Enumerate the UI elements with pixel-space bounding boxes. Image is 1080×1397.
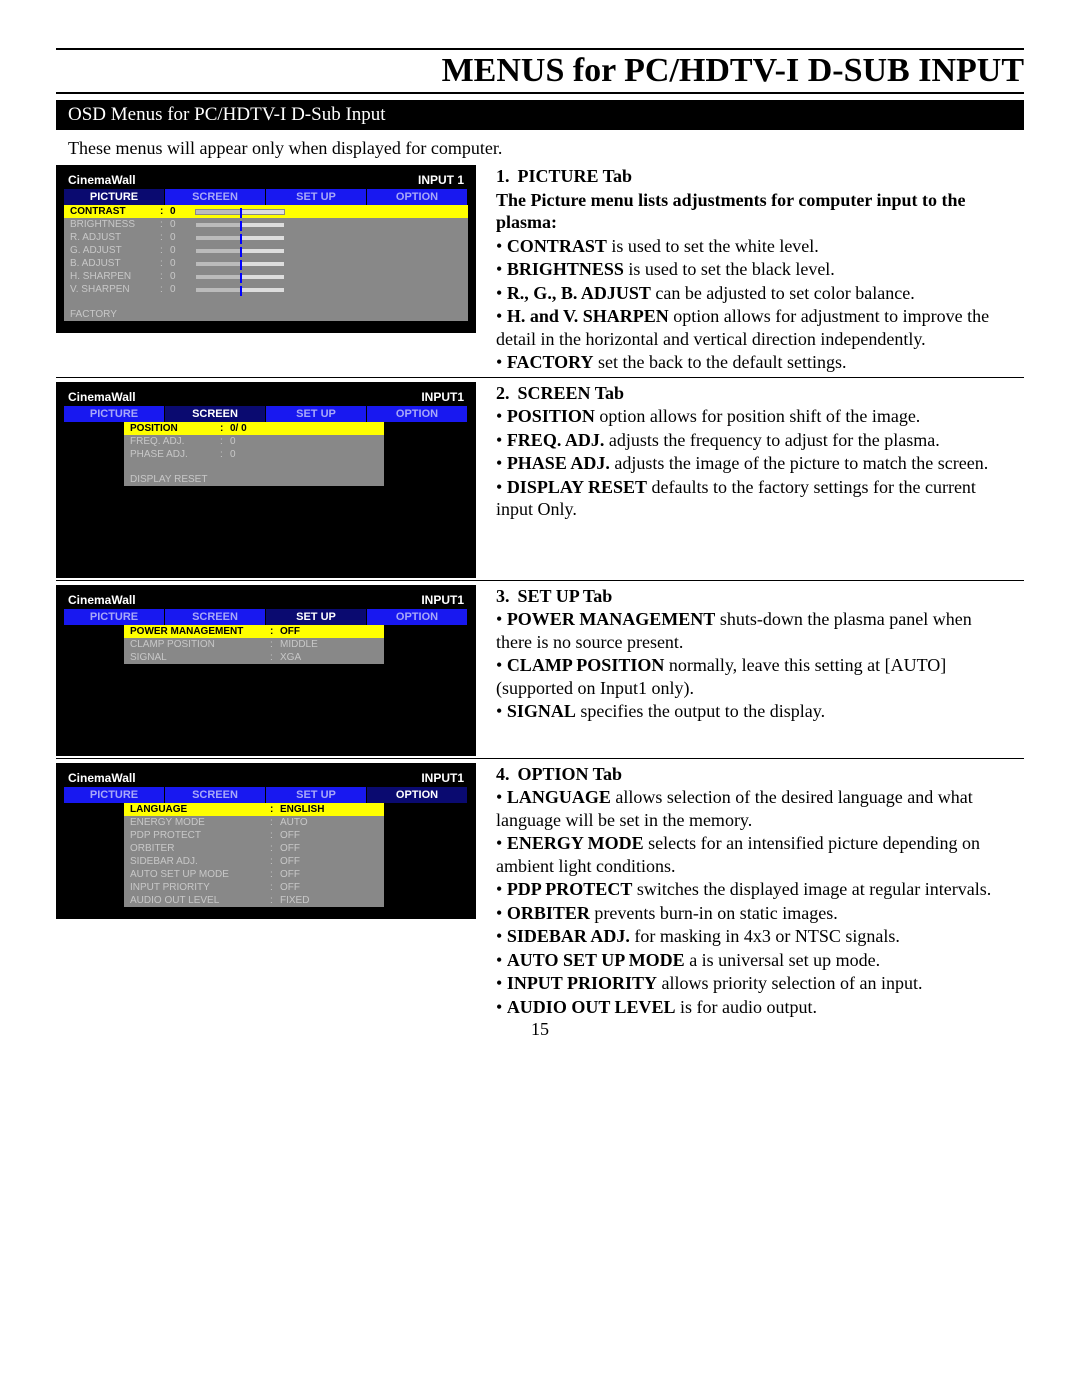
section-heading: SCREEN Tab [518,383,625,403]
bullet-item: • CONTRAST is used to set the white leve… [496,235,1006,258]
osd-item[interactable]: LANGUAGE:ENGLISH [124,803,384,816]
osd-item[interactable]: POWER MANAGEMENT:OFF [124,625,384,638]
osd-item[interactable]: BRIGHTNESS:0 [64,218,468,231]
osd-item[interactable]: R. ADJUST:0 [64,231,468,244]
section-number: 2. [496,383,510,403]
bullet-item: • PDP PROTECT switches the displayed ima… [496,878,1006,901]
section-number: 3. [496,586,510,606]
osd-item[interactable]: CLAMP POSITION:MIDDLE [124,638,384,651]
bullet-item: • POWER MANAGEMENT shuts-down the plasma… [496,608,1006,653]
bullet-item: • PHASE ADJ. adjusts the image of the pi… [496,452,1006,475]
osd-item[interactable]: B. ADJUST:0 [64,257,468,270]
bullet-item: • SIGNAL specifies the output to the dis… [496,700,1006,723]
osd-item[interactable]: ORBITER:OFF [124,842,384,855]
osd-input-label: INPUT1 [421,593,464,607]
osd-footer-item[interactable]: DISPLAY RESET [124,473,384,486]
intro-text: These menus will appear only when displa… [68,138,1024,159]
osd-input-label: INPUT 1 [418,173,464,187]
bullet-item: • DISPLAY RESET defaults to the factory … [496,476,1006,521]
tab-option[interactable]: OPTION [367,609,468,625]
slider[interactable] [195,274,285,280]
bullet-item: • INPUT PRIORITY allows priority selecti… [496,972,1006,995]
section-heading: PICTURE Tab [518,166,633,186]
tab-screen[interactable]: SCREEN [165,189,266,205]
osd-item[interactable]: POSITION:0/ 0 [124,422,384,435]
tab-picture[interactable]: PICTURE [64,189,165,205]
bullet-item: • ORBITER prevents burn-in on static ima… [496,902,1006,925]
slider[interactable] [195,287,285,293]
slider[interactable] [195,248,285,254]
tab-screen[interactable]: SCREEN [165,406,266,422]
tab-option[interactable]: OPTION [367,787,468,803]
osd-item[interactable]: H. SHARPEN:0 [64,270,468,283]
tab-picture[interactable]: PICTURE [64,609,165,625]
bullet-item: • AUTO SET UP MODE a is universal set up… [496,949,1006,972]
osd-item[interactable]: PDP PROTECT:OFF [124,829,384,842]
osd-item[interactable]: AUDIO OUT LEVEL:FIXED [124,894,384,907]
tab-set-up[interactable]: SET UP [266,189,367,205]
tab-set-up[interactable]: SET UP [266,609,367,625]
tab-picture[interactable]: PICTURE [64,787,165,803]
section-number: 4. [496,764,510,784]
bullet-item: • LANGUAGE allows selection of the desir… [496,786,1006,831]
section-number: 1. [496,166,510,186]
bullet-item: • R., G., B. ADJUST can be adjusted to s… [496,282,1006,305]
osd-footer-item[interactable]: FACTORY [64,308,468,321]
osd-brand: CinemaWall [68,771,136,785]
subtitle: OSD Menus for PC/HDTV-I D-Sub Input [56,100,1024,130]
osd-item[interactable]: V. SHARPEN:0 [64,283,468,296]
osd-input-label: INPUT1 [421,771,464,785]
bullet-item: • ENERGY MODE selects for an intensified… [496,832,1006,877]
osd-item[interactable]: SIGNAL:XGA [124,651,384,664]
slider[interactable] [195,235,285,241]
tab-option[interactable]: OPTION [367,406,468,422]
osd-menu: CinemaWall INPUT1 PICTURESCREENSET UPOPTIO… [56,763,476,919]
bullet-item: • SIDEBAR ADJ. for masking in 4x3 or NTS… [496,925,1006,948]
osd-menu: CinemaWall INPUT1 PICTURESCREENSET UPOPTIO… [56,585,476,676]
osd-item[interactable]: FREQ. ADJ.:0 [124,435,384,448]
page-number: 15 [531,1019,549,1040]
tab-set-up[interactable]: SET UP [266,787,367,803]
slider[interactable] [195,209,285,215]
bullet-item: • CLAMP POSITION normally, leave this se… [496,654,1006,699]
tab-picture[interactable]: PICTURE [64,406,165,422]
page-title: MENUS for PC/HDTV-I D-SUB INPUT [442,52,1024,90]
bullet-item: • FACTORY set the back to the default se… [496,351,1006,374]
osd-item[interactable]: PHASE ADJ.:0 [124,448,384,461]
section-heading: SET UP Tab [518,586,613,606]
osd-item[interactable]: AUTO SET UP MODE:OFF [124,868,384,881]
osd-item[interactable]: SIDEBAR ADJ.:OFF [124,855,384,868]
osd-menu: CinemaWall INPUT1 PICTURESCREENSET UPOPTIO… [56,382,476,498]
page-title-bar: MENUS for PC/HDTV-I D-SUB INPUT [56,48,1024,94]
slider[interactable] [195,261,285,267]
osd-brand: CinemaWall [68,593,136,607]
osd-item[interactable]: ENERGY MODE:AUTO [124,816,384,829]
osd-item[interactable]: CONTRAST:0 [64,205,468,218]
bullet-item: • FREQ. ADJ. adjusts the frequency to ad… [496,429,1006,452]
bullet-item: • AUDIO OUT LEVEL is for audio output. [496,996,1006,1019]
osd-brand: CinemaWall [68,173,136,187]
bullet-item: • H. and V. SHARPEN option allows for ad… [496,305,1006,350]
osd-item[interactable]: INPUT PRIORITY:OFF [124,881,384,894]
osd-item[interactable]: G. ADJUST:0 [64,244,468,257]
bullet-item: • BRIGHTNESS is used to set the black le… [496,258,1006,281]
osd-brand: CinemaWall [68,390,136,404]
osd-input-label: INPUT1 [421,390,464,404]
tab-screen[interactable]: SCREEN [165,609,266,625]
section-lead: The Picture menu lists adjustments for c… [496,189,1006,234]
tab-set-up[interactable]: SET UP [266,406,367,422]
section-heading: OPTION Tab [518,764,623,784]
osd-menu: CinemaWall INPUT 1 PICTURESCREENSET UPOPTI… [56,165,476,333]
tab-screen[interactable]: SCREEN [165,787,266,803]
slider[interactable] [195,222,285,228]
bullet-item: • POSITION option allows for position sh… [496,405,1006,428]
tab-option[interactable]: OPTION [367,189,468,205]
